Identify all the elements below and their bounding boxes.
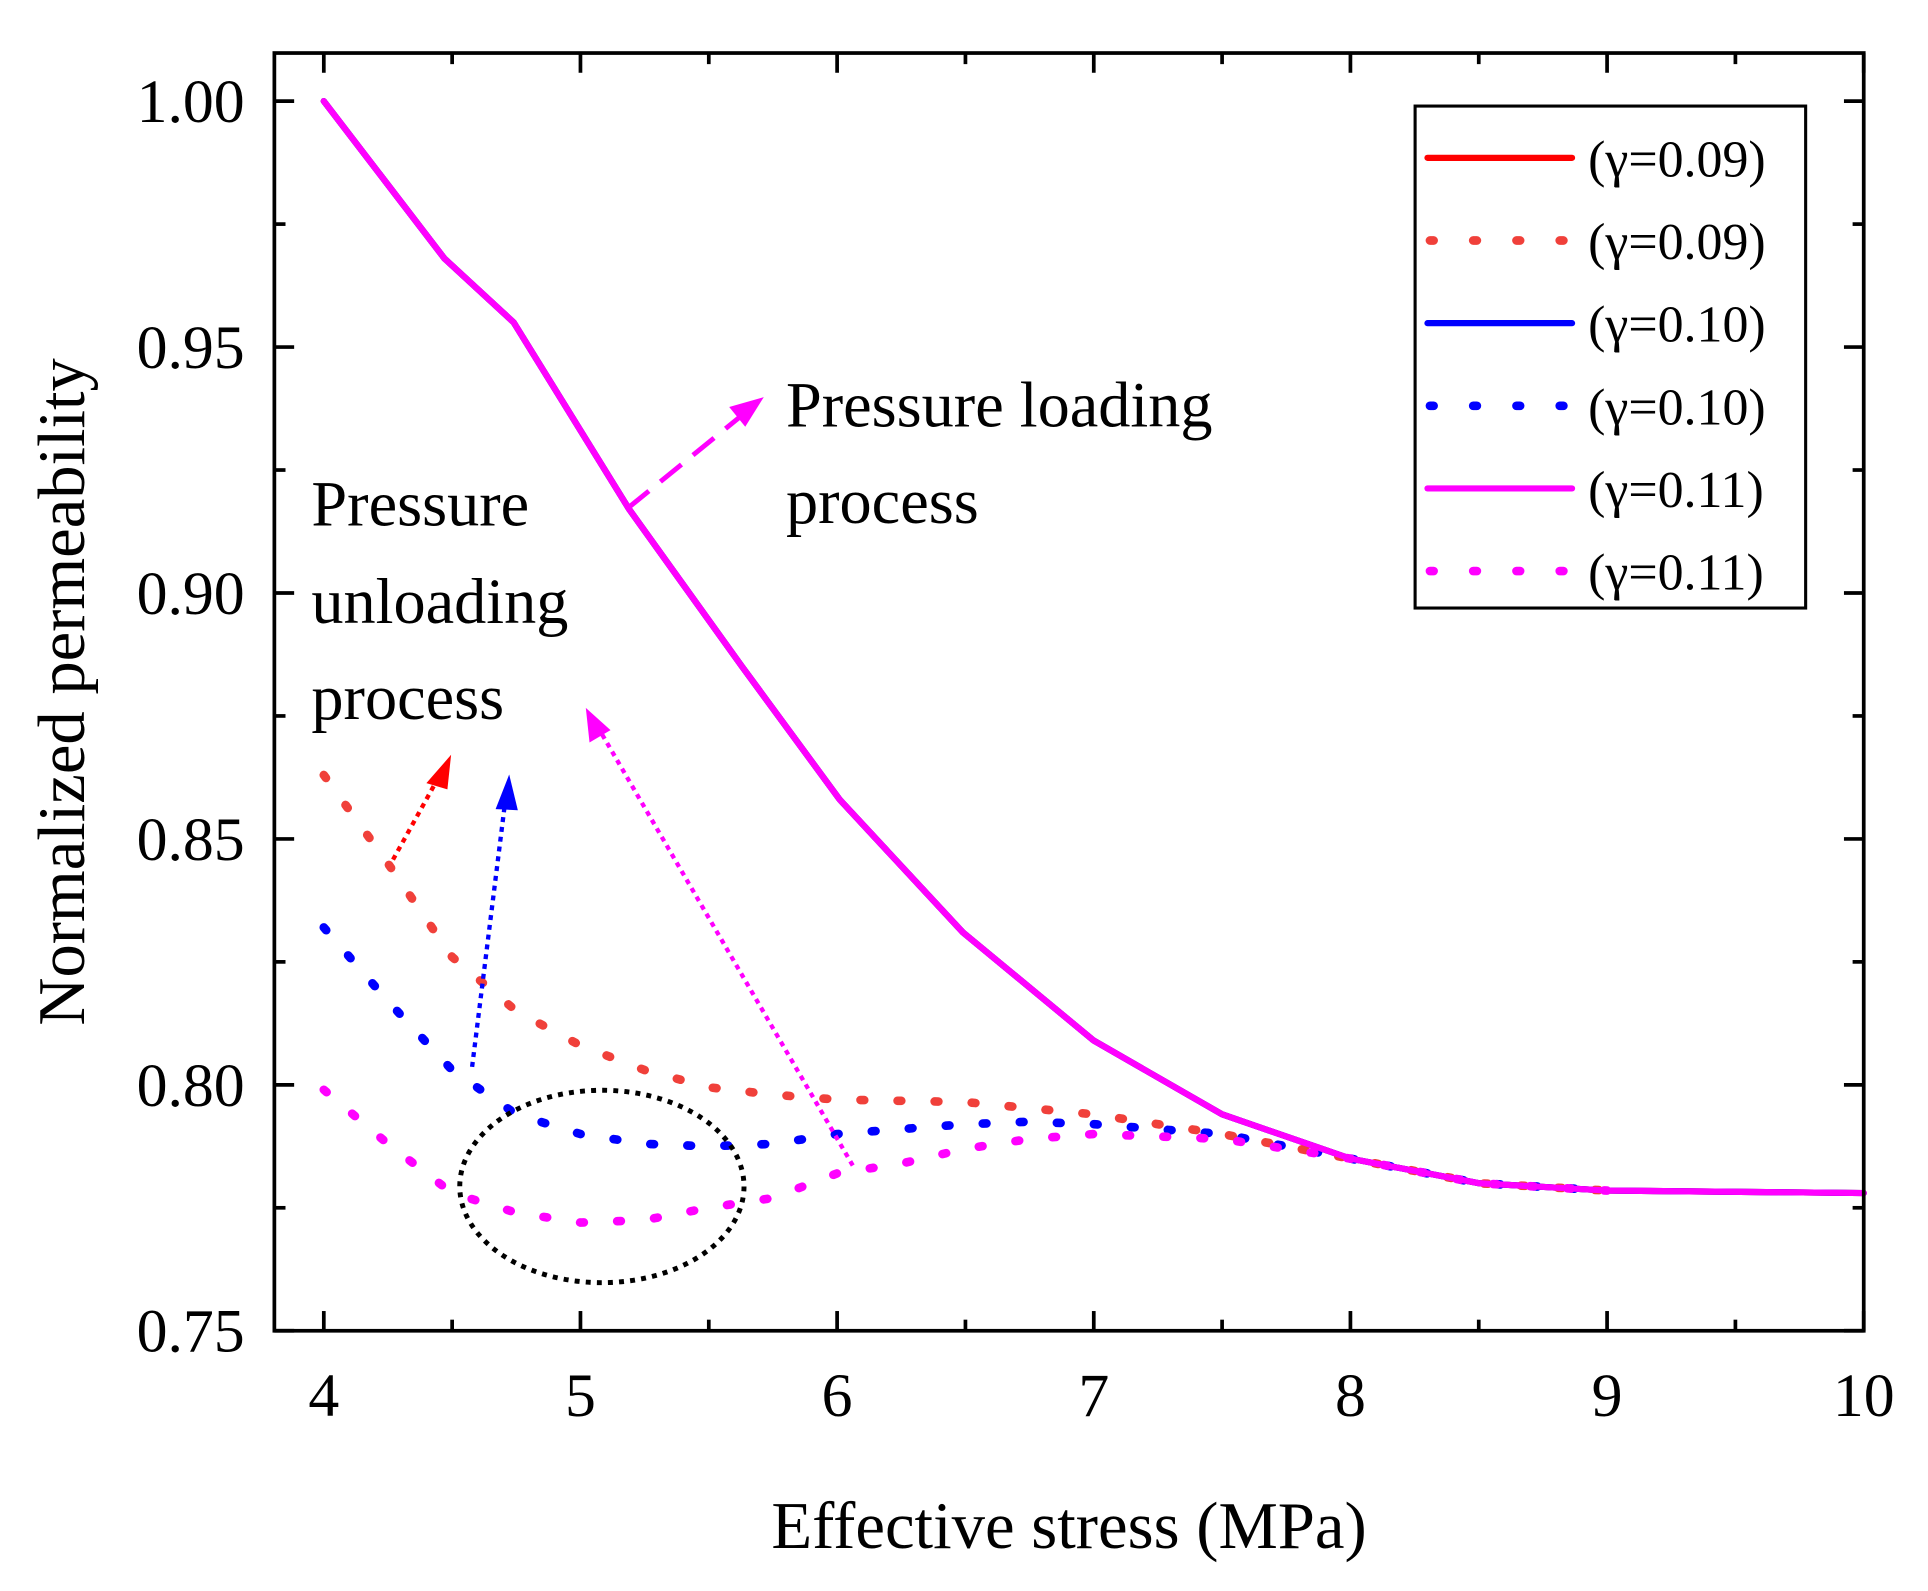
x-axis-label: Effective stress (MPa) [771,1490,1366,1563]
x-tick-label: 8 [1335,1362,1366,1430]
annotations: Pressure loading process Pressure unload… [311,370,1213,1286]
x-tick-label: 10 [1833,1362,1895,1430]
y-tick-label: 0.75 [137,1298,245,1366]
legend-label-0: (γ=0.09) [1588,131,1766,188]
annotation-loading-line1: Pressure loading [786,370,1213,441]
series-line-dotted-5 [319,1085,1612,1227]
legend-box [1413,104,1808,610]
loading-arrow [626,413,744,511]
y-tick-label: 0.80 [137,1052,245,1120]
legend-label-3: (γ=0.10) [1588,379,1766,436]
series-line-dotted-3 [319,923,1612,1195]
x-tick-label: 5 [565,1362,596,1430]
x-tick-label: 7 [1078,1362,1109,1430]
annotation-loading-line2: process [786,466,979,537]
blue-arrow [469,798,508,1068]
series-group [319,98,1867,1227]
x-tick-label: 4 [308,1362,339,1430]
legend-label-2: (γ=0.10) [1588,297,1766,354]
y-tick-label: 0.90 [137,560,245,628]
y-tick-label: 0.95 [137,314,245,382]
loading-arrowhead [729,397,764,427]
plot-frame [272,51,1866,1333]
series-line-dotted-1 [319,770,1612,1195]
x-tick-label: 6 [822,1362,853,1430]
x-tick-label: 9 [1592,1362,1623,1430]
blue-arrowhead [495,774,518,811]
y-tick-label: 0.85 [137,806,245,874]
annotation-unloading-line2: unloading [311,566,568,637]
legend-label-1: (γ=0.09) [1588,214,1766,271]
annotation-unloading-line3: process [311,662,504,733]
red-arrowhead [426,754,452,790]
minimum-highlight-ellipse [457,1087,747,1286]
legend: (γ=0.09) (γ=0.09) (γ=0.10) (γ=0.10) (γ=0.11)… [1413,104,1808,610]
annotation-unloading-line1: Pressure [311,468,529,539]
y-axis-label: Normalized permeability [26,358,99,1026]
magenta-arrowhead [585,707,611,743]
y-tick-label: 1.00 [137,68,245,136]
red-arrow [391,775,441,861]
x-tick-labels: 4 5 6 7 8 9 10 [308,1362,1894,1430]
legend-label-5: (γ=0.11) [1588,545,1764,602]
series-line-solid-4 [320,98,1867,1197]
y-tick-labels: 0.75 0.80 0.85 0.90 0.95 1.00 [137,68,245,1366]
magenta-arrow [596,726,855,1167]
legend-label-4: (γ=0.11) [1588,462,1764,519]
